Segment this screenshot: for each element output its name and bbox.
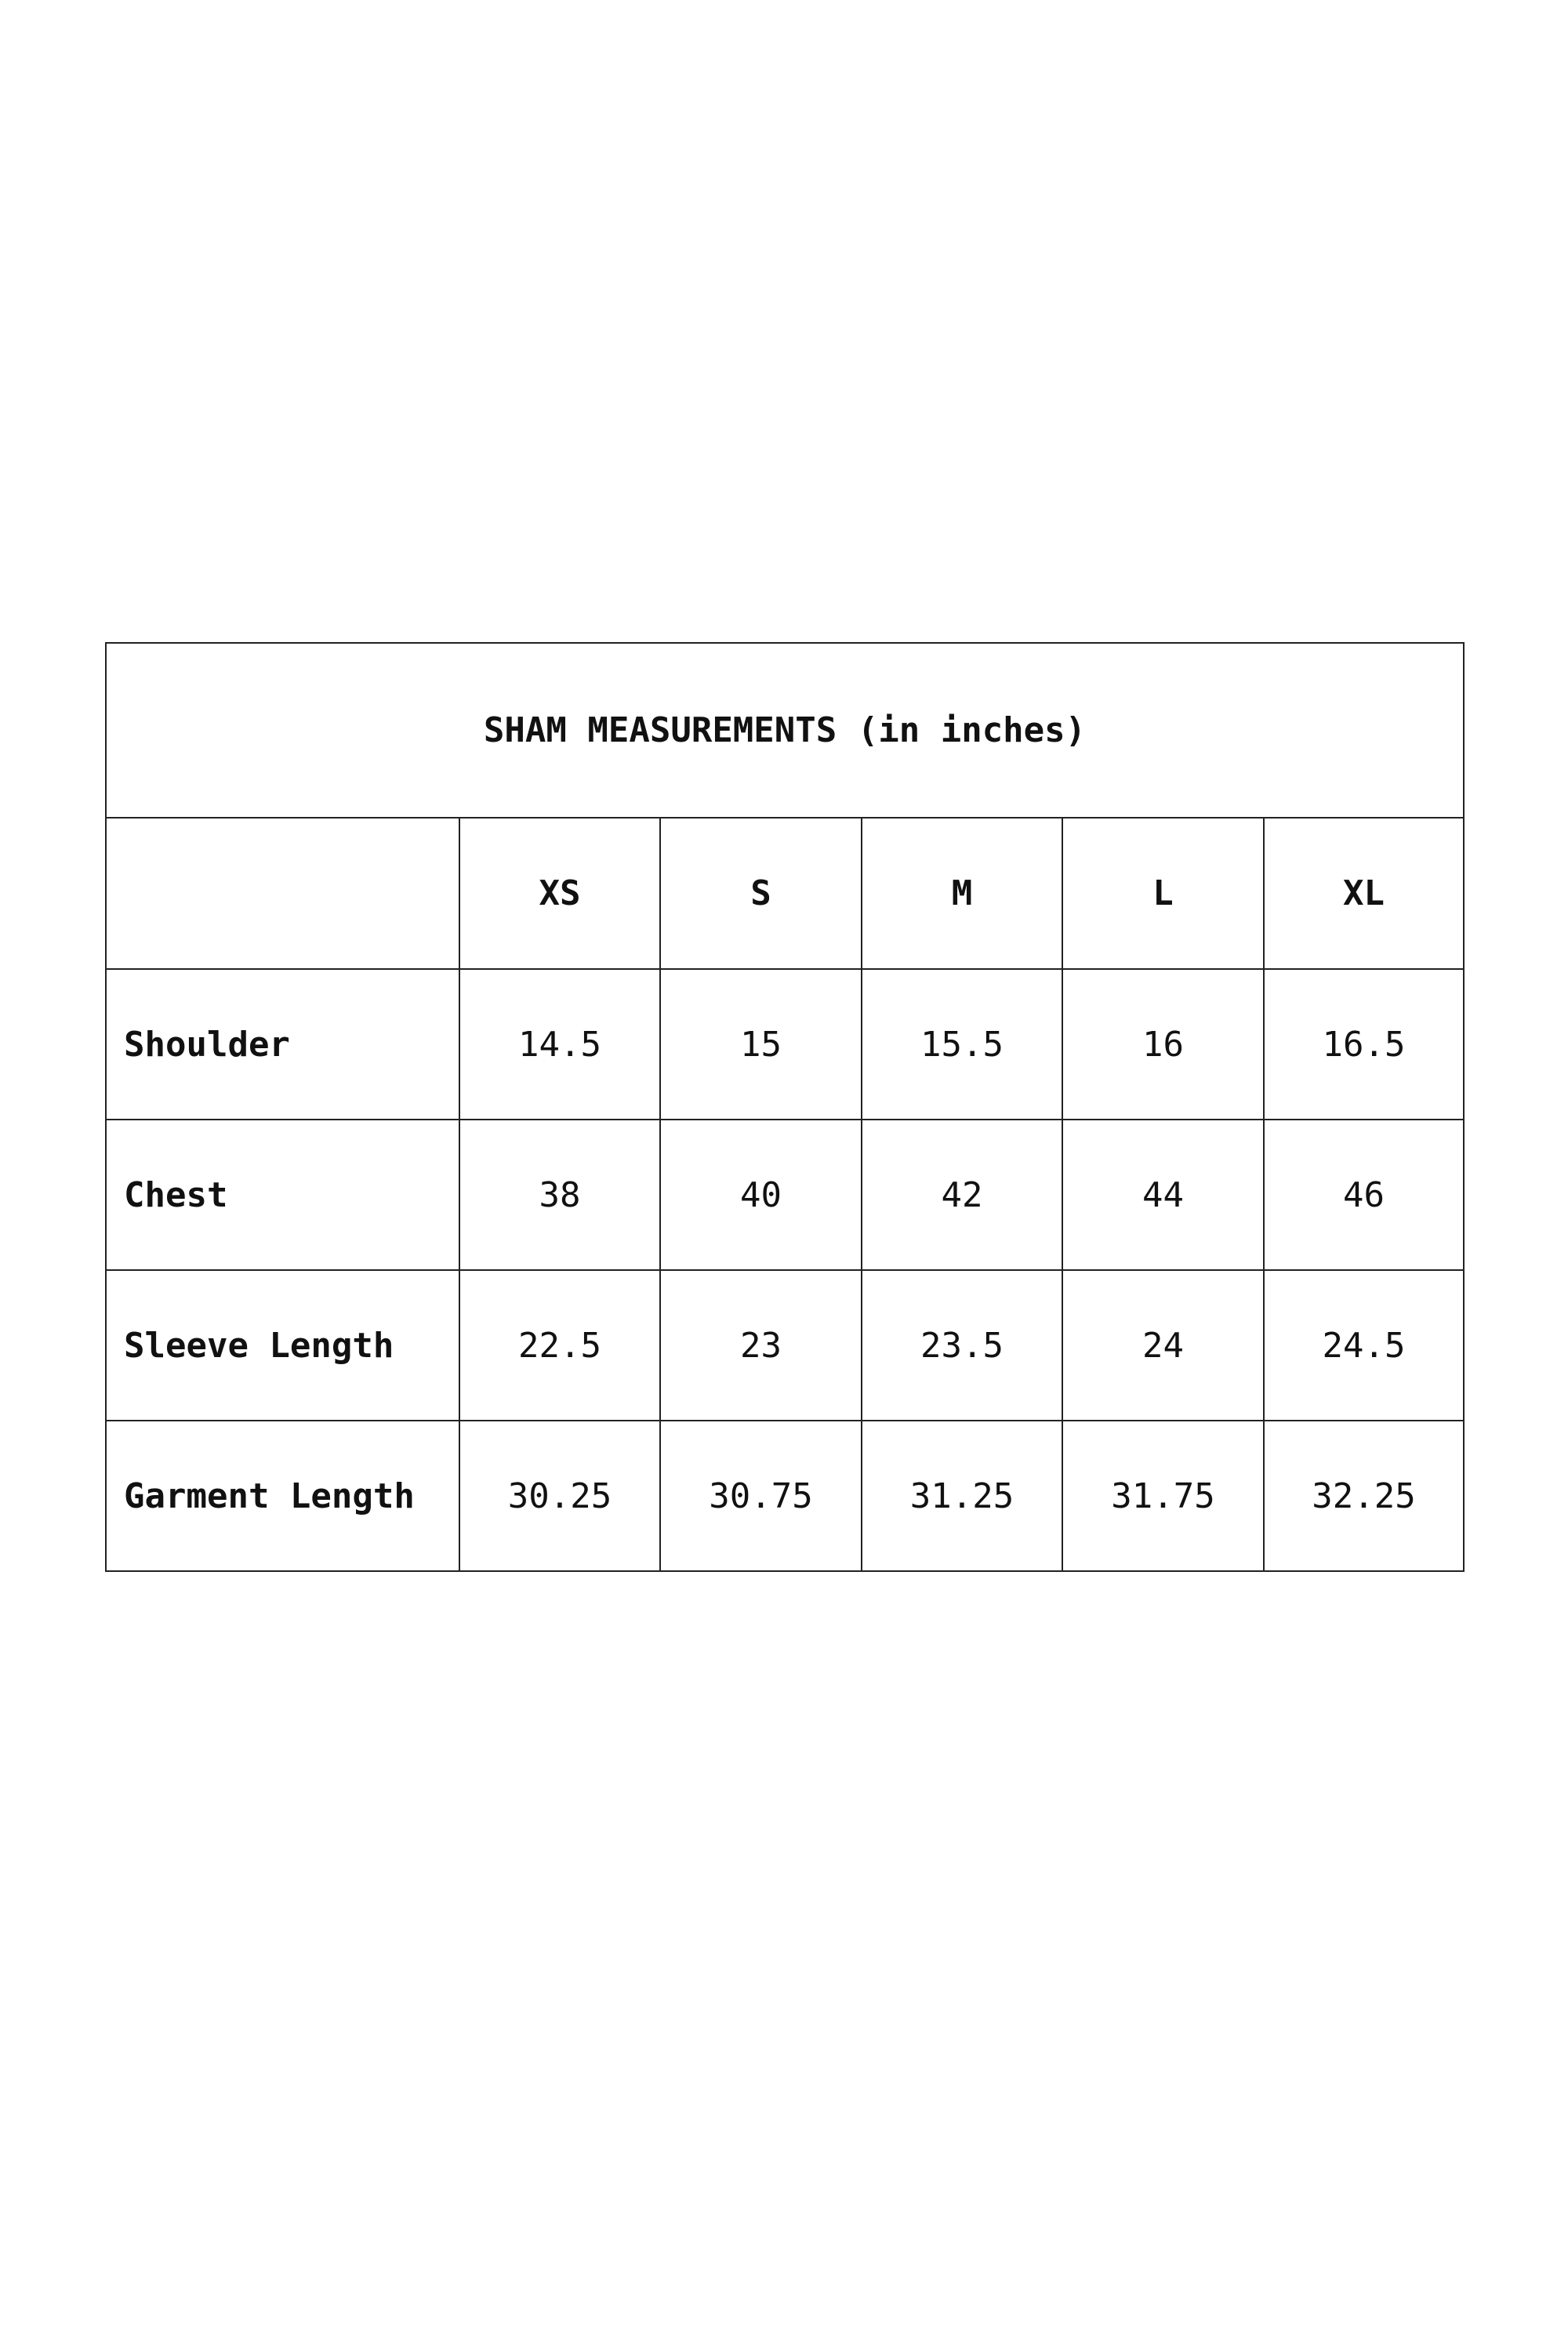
header-size-s: S <box>659 817 862 970</box>
table-cell: 24.5 <box>1262 1269 1465 1421</box>
table-cell: 46 <box>1262 1119 1465 1271</box>
row-label: Chest <box>105 1119 460 1271</box>
header-size-xl: XL <box>1262 817 1465 970</box>
table-cell: 30.25 <box>459 1420 661 1572</box>
table-row-sleeve-length: Sleeve Length 22.5 23 23.5 24 24.5 <box>105 1269 1465 1421</box>
table-row-chest: Chest 38 40 42 44 46 <box>105 1119 1465 1271</box>
row-label: Garment Length <box>105 1420 460 1572</box>
title-row: SHAM MEASUREMENTS (in inches) <box>104 642 1465 818</box>
header-size-xs: XS <box>459 817 661 970</box>
table-cell: 31.25 <box>861 1420 1063 1572</box>
header-size-l: L <box>1062 817 1265 970</box>
table-row-shoulder: Shoulder 14.5 15 15.5 16 16.5 <box>105 968 1465 1120</box>
table-cell: 31.75 <box>1062 1420 1265 1572</box>
row-label: Shoulder <box>105 968 460 1120</box>
table-cell: 16.5 <box>1262 968 1465 1120</box>
table-cell: 44 <box>1062 1119 1265 1271</box>
table-cell: 42 <box>861 1119 1063 1271</box>
table-cell: 23 <box>659 1269 862 1421</box>
header-empty-cell <box>105 817 460 970</box>
table-cell: 24 <box>1062 1269 1265 1421</box>
table-cell: 38 <box>459 1119 661 1271</box>
header-row: XS S M L XL <box>105 817 1465 970</box>
table-cell: 14.5 <box>459 968 661 1120</box>
table-cell: 15.5 <box>861 968 1063 1120</box>
table-cell: 32.25 <box>1262 1420 1465 1572</box>
table-cell: 16 <box>1062 968 1265 1120</box>
table-cell: 22.5 <box>459 1269 661 1421</box>
header-size-m: M <box>861 817 1063 970</box>
size-chart-table: SHAM MEASUREMENTS (in inches) XS S M L X… <box>104 642 1465 1572</box>
table-cell: 15 <box>659 968 862 1120</box>
table-row-garment-length: Garment Length 30.25 30.75 31.25 31.75 3… <box>105 1420 1465 1572</box>
table-title: SHAM MEASUREMENTS (in inches) <box>104 642 1465 818</box>
row-label: Sleeve Length <box>105 1269 460 1421</box>
table-cell: 23.5 <box>861 1269 1063 1421</box>
table-cell: 30.75 <box>659 1420 862 1572</box>
table-cell: 40 <box>659 1119 862 1271</box>
